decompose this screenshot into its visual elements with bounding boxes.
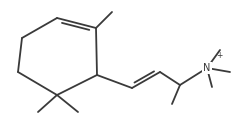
Text: N: N — [203, 63, 211, 73]
Text: +: + — [216, 51, 222, 60]
